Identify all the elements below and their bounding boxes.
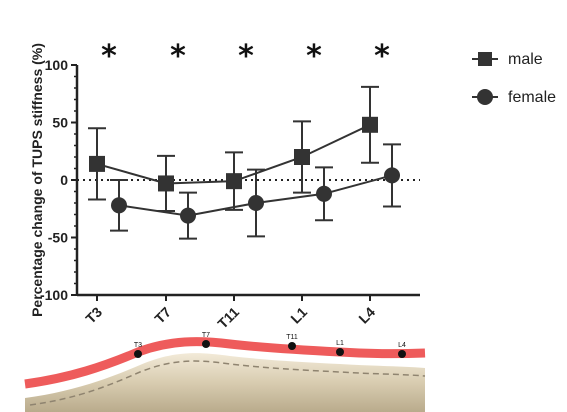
legend-label-female: female bbox=[508, 89, 556, 106]
spine-label: L4 bbox=[398, 342, 406, 349]
data-point-square bbox=[294, 149, 310, 165]
spine-detail bbox=[29, 360, 426, 406]
legend: male female bbox=[472, 51, 556, 106]
data-point-square bbox=[226, 173, 242, 190]
legend-circle-marker bbox=[477, 89, 493, 105]
data-point-circle bbox=[248, 195, 264, 211]
series-male bbox=[88, 85, 379, 213]
legend-square-marker bbox=[478, 52, 492, 66]
spine-label: T11 bbox=[286, 334, 298, 341]
y-tick-label: 0 bbox=[60, 172, 68, 188]
y-tick-label: -100 bbox=[40, 287, 68, 303]
spine-point bbox=[202, 340, 210, 348]
spine-label: L1 bbox=[336, 340, 344, 347]
significance-markers: * * * * * bbox=[101, 39, 390, 74]
x-tick-label: L1 bbox=[287, 304, 310, 327]
y-tick-label: 100 bbox=[45, 57, 69, 73]
spine-point bbox=[336, 348, 344, 356]
spine-illustration: T3 T7 T11 L1 L4 bbox=[24, 332, 426, 412]
spine-label: T3 bbox=[134, 342, 142, 349]
y-tick-label: 50 bbox=[52, 115, 68, 131]
data-point-circle bbox=[316, 185, 332, 202]
legend-item-male: male bbox=[472, 51, 543, 68]
data-point-circle bbox=[111, 197, 127, 214]
significance-star: * bbox=[306, 39, 322, 74]
x-tick-label: T7 bbox=[151, 304, 174, 327]
x-tick-label: T3 bbox=[82, 304, 105, 327]
y-axis-title: Percentage change of TUPS stiffness (%) bbox=[29, 43, 45, 317]
x-tick-label: T11 bbox=[214, 304, 242, 332]
data-point-circle bbox=[180, 207, 196, 224]
legend-label-male: male bbox=[508, 51, 543, 68]
spine-point bbox=[288, 342, 296, 350]
x-tick-label: L4 bbox=[355, 304, 378, 327]
significance-star: * bbox=[101, 39, 117, 74]
stiffness-band bbox=[24, 337, 426, 389]
spine-label: T7 bbox=[202, 332, 210, 339]
data-point-square bbox=[362, 116, 378, 133]
significance-star: * bbox=[374, 39, 390, 74]
y-tick-label: -50 bbox=[48, 230, 68, 246]
data-point-square bbox=[158, 175, 174, 192]
significance-star: * bbox=[238, 39, 254, 74]
spine-point bbox=[134, 350, 142, 358]
spine-point bbox=[398, 350, 406, 358]
data-point-circle bbox=[384, 167, 400, 184]
y-ticks: 100 50 0 -50 -100 bbox=[40, 57, 77, 303]
significance-star: * bbox=[170, 39, 186, 74]
x-ticks: T3 T7 T11 L1 L4 bbox=[82, 295, 378, 332]
series-layer bbox=[88, 85, 401, 240]
spine-points: T3 T7 T11 L1 L4 bbox=[134, 332, 406, 358]
data-point-square bbox=[89, 155, 105, 172]
legend-item-female: female bbox=[472, 89, 556, 106]
series-female bbox=[110, 143, 401, 240]
spine-bone-body bbox=[25, 353, 425, 412]
